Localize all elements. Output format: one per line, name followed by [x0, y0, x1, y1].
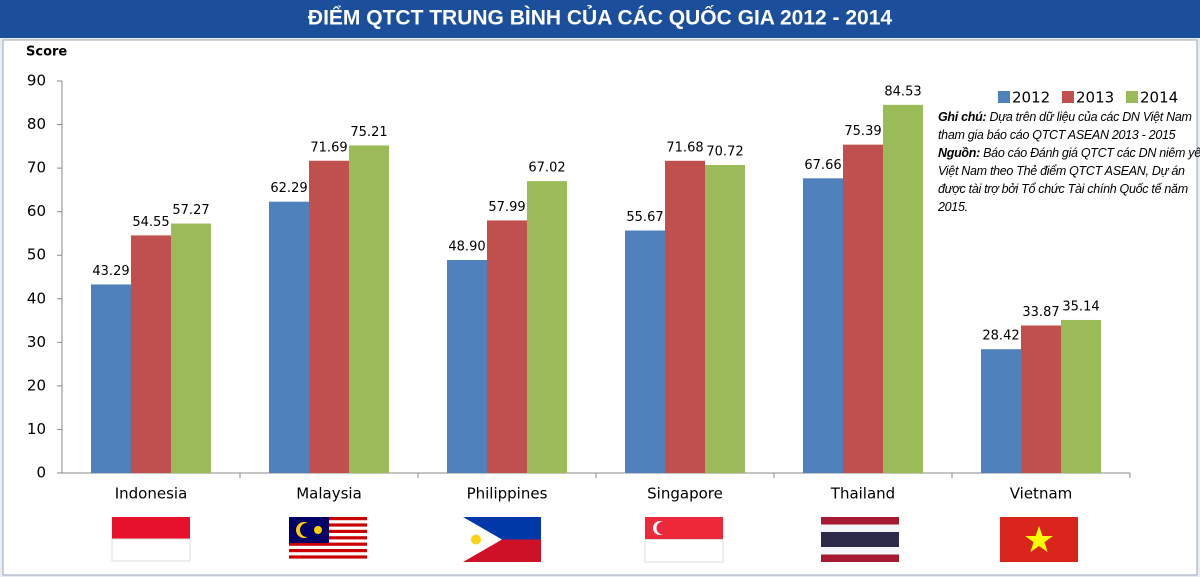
notes: Ghi chú: Dựa trên dữ liệu của các DN Việ… [938, 108, 1200, 216]
legend-label: 2014 [1140, 89, 1178, 107]
bar [171, 223, 211, 473]
bar [269, 201, 309, 473]
y-tick-label: 90 [27, 72, 46, 90]
bar [843, 144, 883, 473]
bar [665, 160, 705, 474]
flag-malaysia [289, 517, 367, 562]
y-tick-label: 60 [27, 202, 46, 220]
value-label: 71.69 [310, 140, 347, 155]
value-label: 71.68 [666, 140, 703, 155]
value-label: 62.29 [270, 181, 307, 196]
value-label: 43.29 [92, 264, 129, 279]
bar [309, 160, 349, 473]
flag-singapore [644, 517, 724, 563]
x-tick-label: Indonesia [115, 485, 188, 503]
flag-thailand [821, 517, 899, 562]
bar [1021, 325, 1061, 473]
note: Ghi chú: Dựa trên dữ liệu của các DN Việ… [938, 108, 1200, 144]
bar [447, 260, 487, 473]
flag-indonesia [111, 517, 191, 562]
bar [625, 230, 665, 473]
note-label: Ghi chú: [938, 110, 987, 124]
legend-label: 2013 [1076, 89, 1114, 107]
value-label: 67.66 [804, 158, 841, 173]
y-tick-label: 40 [27, 289, 46, 307]
legend-swatch [998, 91, 1010, 103]
legend-label: 2012 [1012, 89, 1050, 107]
legend-swatch [1126, 91, 1138, 103]
y-tick-label: 30 [27, 333, 46, 351]
header-bar [0, 0, 1200, 38]
value-label: 57.99 [488, 200, 525, 215]
x-tick-label: Vietnam [1010, 485, 1073, 503]
bar [803, 178, 843, 474]
value-label: 67.02 [528, 161, 565, 176]
y-axis-label: Score [26, 45, 67, 60]
value-label: 75.39 [844, 124, 881, 139]
note: Nguồn: Báo cáo Đánh giá QTCT các DN niêm… [938, 144, 1200, 216]
bar [487, 220, 527, 473]
bar [527, 181, 567, 473]
bar [91, 284, 131, 473]
y-tick-label: 80 [27, 115, 46, 133]
bar [349, 145, 389, 473]
x-tick-label: Singapore [647, 485, 723, 503]
bar [883, 104, 923, 473]
note-text: Báo cáo Đánh giá QTCT các DN niêm yết Vi… [938, 146, 1200, 214]
y-tick-label: 20 [27, 376, 46, 394]
note-text: Dựa trên dữ liệu của các DN Việt Nam tha… [938, 110, 1192, 142]
value-label: 54.55 [132, 215, 169, 230]
chart-title: ĐIỂM QTCT TRUNG BÌNH CỦA CÁC QUỐC GIA 20… [308, 6, 893, 30]
value-label: 55.67 [626, 210, 663, 225]
x-tick-label: Malaysia [296, 485, 362, 503]
value-label: 84.53 [884, 84, 921, 99]
note-label: Nguồn: [938, 146, 980, 160]
legend-swatch [1062, 91, 1074, 103]
value-label: 70.72 [706, 144, 743, 159]
flag-vietnam [1000, 517, 1078, 562]
x-tick-label: Philippines [467, 485, 548, 503]
flag-philippines [463, 517, 541, 562]
value-label: 57.27 [172, 203, 209, 218]
value-label: 75.21 [350, 125, 387, 140]
value-label: 35.14 [1062, 299, 1099, 314]
value-label: 48.90 [448, 240, 485, 255]
bar [131, 235, 171, 473]
y-tick-label: 10 [27, 420, 46, 438]
bar [981, 349, 1021, 473]
value-label: 33.87 [1022, 305, 1059, 320]
value-label: 28.42 [982, 329, 1019, 344]
bar [1061, 319, 1101, 473]
y-tick-label: 70 [27, 159, 46, 177]
y-tick-label: 0 [36, 464, 46, 482]
x-tick-label: Thailand [830, 485, 895, 503]
y-tick-label: 50 [27, 246, 46, 264]
bar [705, 164, 745, 474]
